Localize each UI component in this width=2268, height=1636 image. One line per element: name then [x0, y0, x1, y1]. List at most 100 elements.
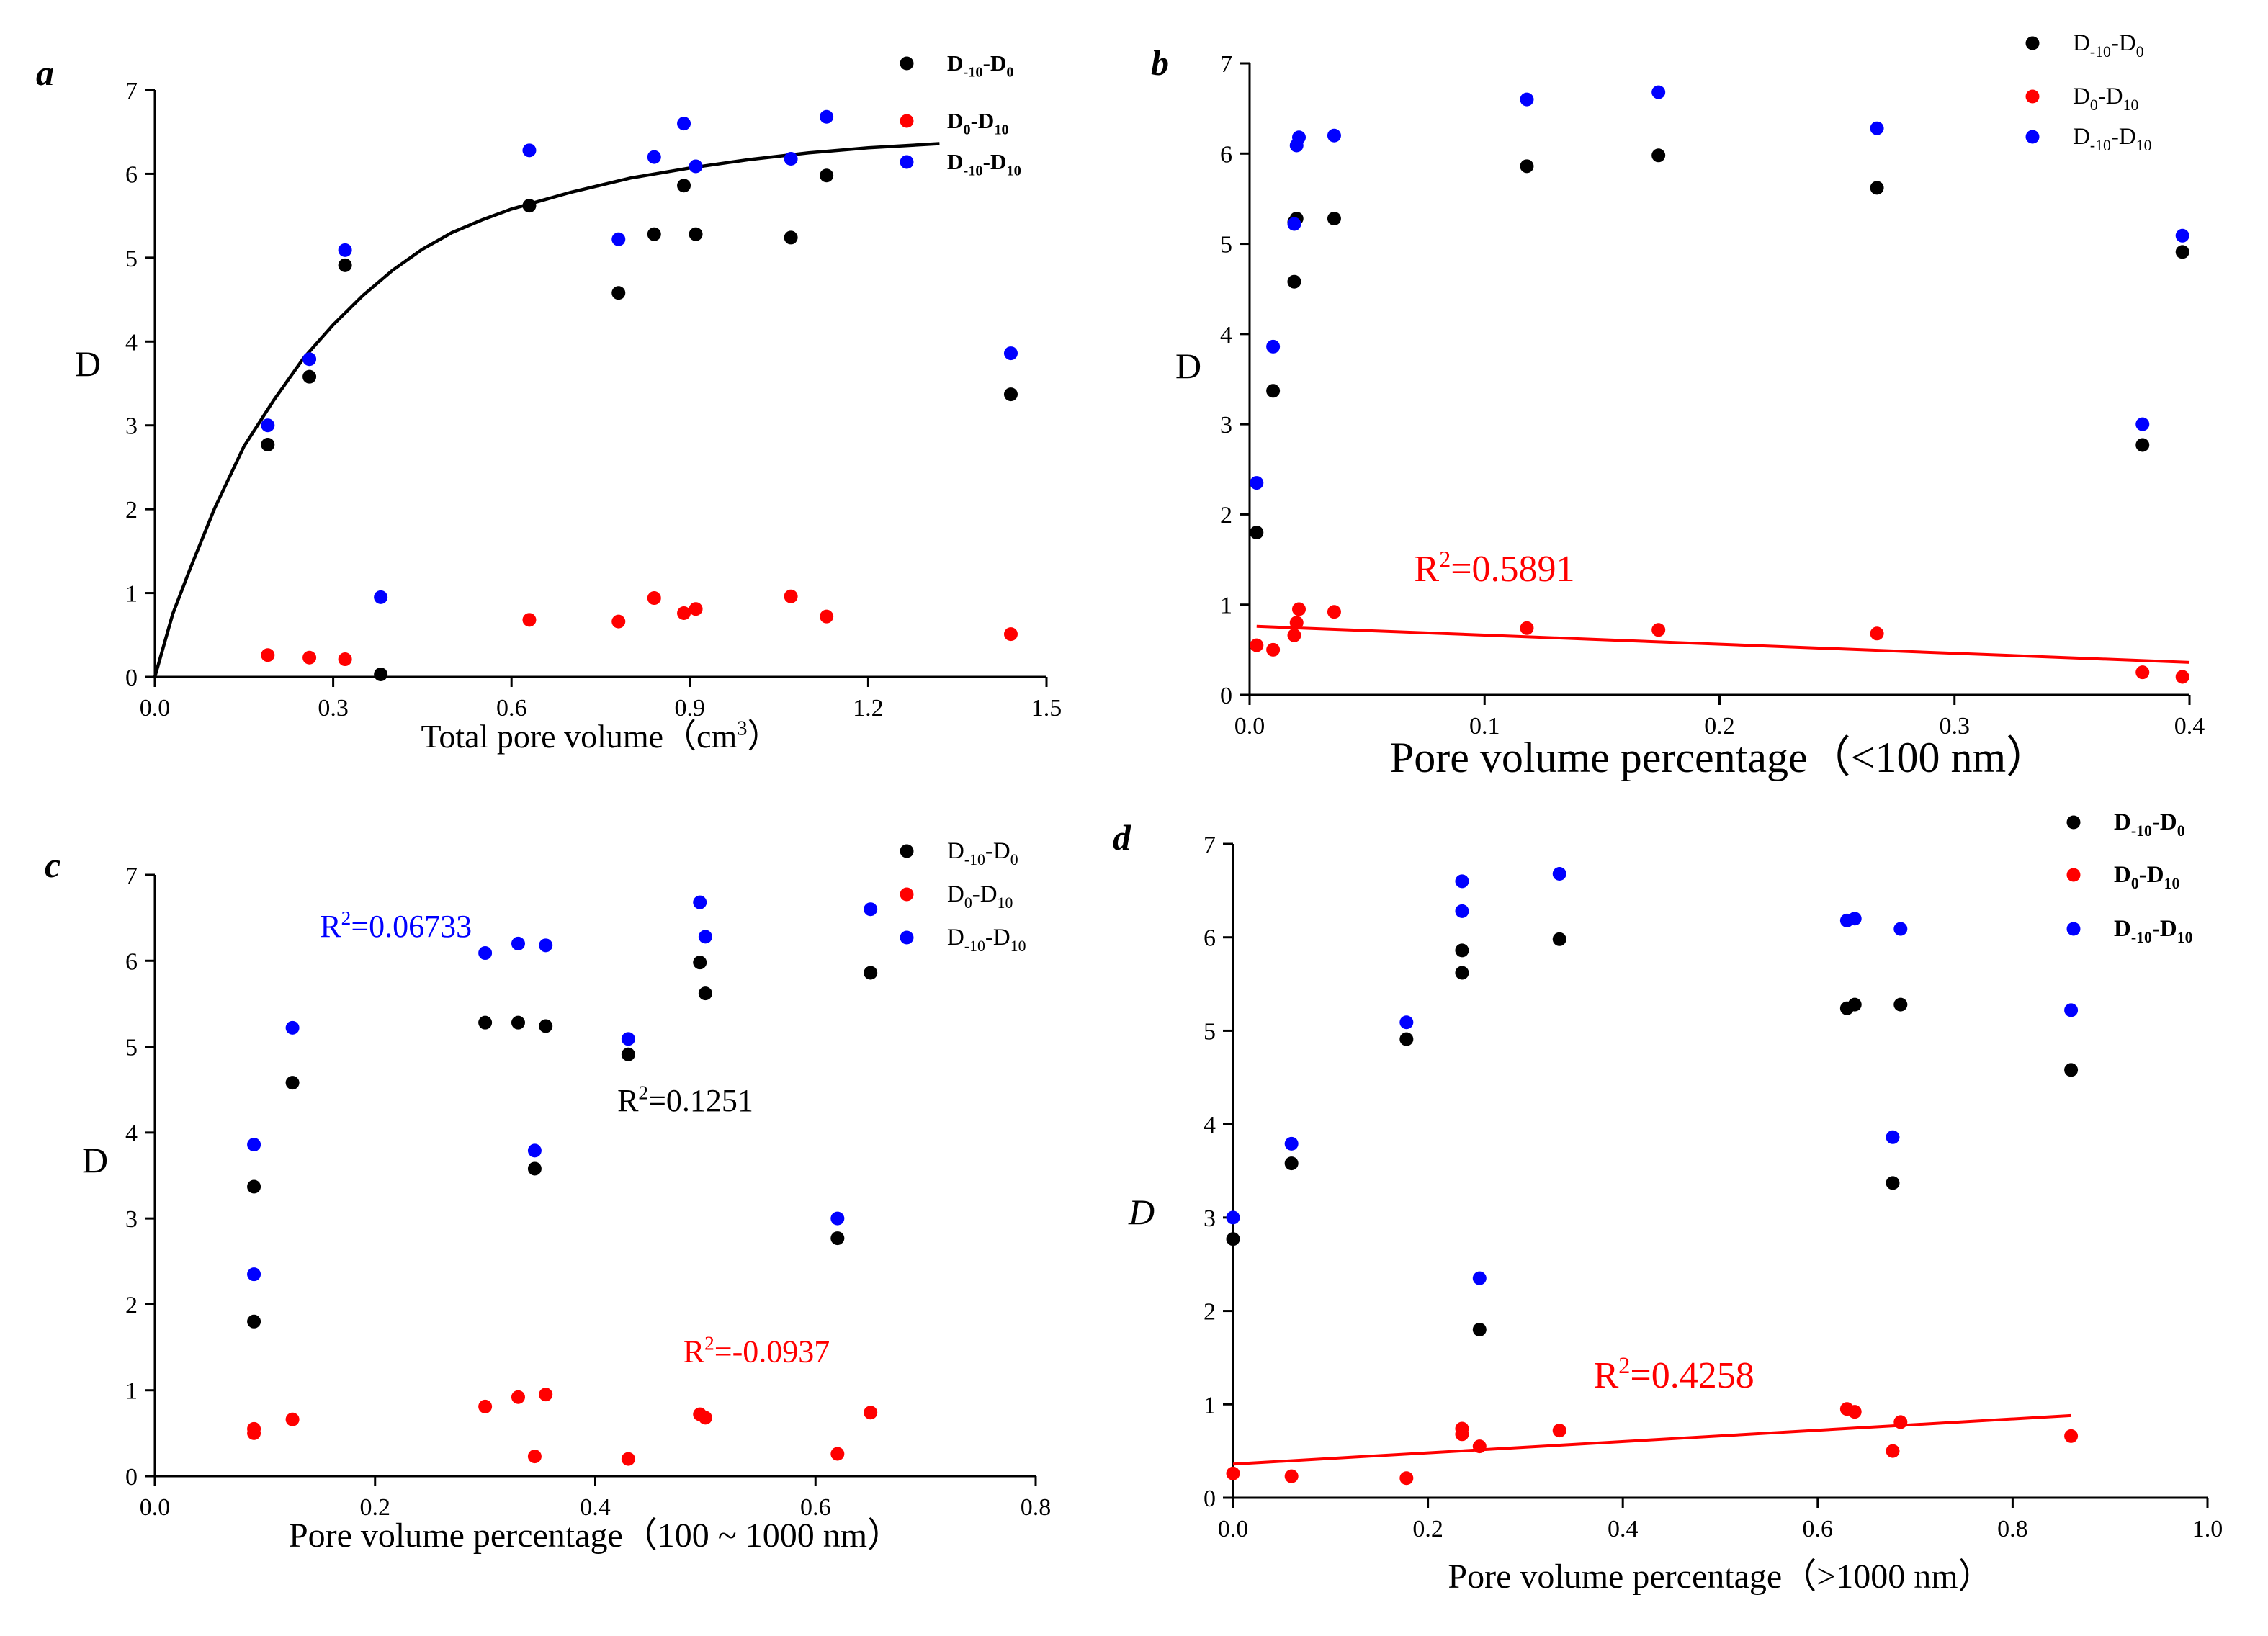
- data-point: [647, 591, 661, 606]
- data-point: [1226, 1232, 1240, 1246]
- data-point: [2135, 438, 2150, 452]
- legend-marker: [2066, 922, 2081, 936]
- data-point: [1552, 932, 1566, 946]
- x-tick-label: 0.6: [1803, 1516, 1834, 1542]
- data-point: [698, 930, 712, 944]
- legend-marker: [900, 114, 914, 128]
- data-point: [1886, 1444, 1900, 1458]
- r-squared-annotation: R2=0.1251: [617, 1082, 753, 1118]
- data-point: [1847, 997, 1862, 1012]
- data-point: [374, 590, 388, 604]
- x-axis-label: Total pore volume（cm3）: [421, 718, 780, 755]
- data-point: [302, 650, 317, 665]
- fit-line: [1256, 624, 2190, 664]
- r-squared-annotation: R2=-0.0937: [683, 1333, 830, 1370]
- data-point: [1455, 904, 1469, 918]
- data-point: [1399, 1471, 1414, 1486]
- panel-b: b 0.0 0.1 0.2 0.3 0.4 0 1 2 3 4 5 6 7 Pore volume perc…: [1151, 30, 2205, 781]
- data-point: [522, 613, 537, 627]
- r-squared-annotation: R2=0.06733: [320, 907, 472, 944]
- data-point: [1893, 997, 1908, 1012]
- data-point: [621, 1047, 635, 1061]
- data-point: [511, 936, 525, 950]
- data-point: [864, 902, 878, 917]
- data-point: [1284, 1469, 1299, 1483]
- data-point: [1327, 605, 1341, 619]
- data-point: [1472, 1271, 1487, 1285]
- x-tick-label: 0.4: [2174, 713, 2205, 740]
- data-point: [247, 1138, 261, 1152]
- data-point: [1886, 1130, 1900, 1144]
- y-tick-label: 3: [1220, 412, 1232, 439]
- legend-label: D-10-D0: [947, 50, 1014, 81]
- y-tick-label: 0: [1220, 683, 1232, 709]
- data-point: [2135, 417, 2150, 431]
- data-point: [478, 946, 493, 961]
- x-tick-label: 0.3: [1940, 713, 1971, 740]
- x-axis-label: Pore volume percentage（100 ~ 1000 nm）: [289, 1516, 902, 1555]
- x-tick-label: 0.0: [1218, 1516, 1249, 1542]
- data-point: [1287, 274, 1301, 289]
- data-point: [539, 1019, 553, 1033]
- data-point: [2175, 245, 2189, 259]
- y-tick-label: 3: [1204, 1205, 1216, 1232]
- y-tick-label: 5: [1220, 232, 1232, 259]
- data-point: [1472, 1323, 1487, 1337]
- y-tick-label: 3: [125, 1206, 138, 1233]
- data-point: [261, 648, 275, 662]
- data-point: [693, 895, 707, 909]
- data-point: [1003, 627, 1018, 642]
- data-point: [1266, 642, 1281, 657]
- y-tick-label: 7: [1220, 51, 1232, 78]
- data-point: [1520, 92, 1534, 107]
- data-point: [864, 1406, 878, 1420]
- data-point: [820, 609, 834, 624]
- legend-label: D0-D10: [947, 881, 1013, 912]
- data-point: [527, 1143, 542, 1158]
- y-tick-label: 1: [1204, 1392, 1216, 1419]
- data-point: [1651, 623, 1666, 637]
- x-tick-label: 0.3: [318, 695, 349, 722]
- legend-label: D-10-D10: [2114, 916, 2193, 946]
- data-point: [693, 956, 707, 970]
- legend-label: D0-D10: [2073, 84, 2138, 114]
- x-tick-label: 1.2: [853, 695, 884, 722]
- data-point: [621, 1032, 635, 1046]
- data-point: [511, 1390, 525, 1404]
- x-tick-label: 0.1: [1469, 713, 1500, 740]
- data-point: [1870, 121, 1884, 135]
- y-tick-label: 7: [125, 863, 138, 889]
- legend-label: D-10-D0: [947, 838, 1018, 868]
- y-tick-label: 2: [125, 1292, 138, 1318]
- data-point: [247, 1267, 261, 1282]
- y-tick-label: 7: [125, 78, 138, 104]
- legend-label: D0-D10: [2114, 862, 2179, 892]
- legend-marker: [900, 887, 914, 902]
- data-point: [1455, 943, 1469, 958]
- data-point: [522, 199, 537, 213]
- y-tick-label: 2: [1220, 502, 1232, 529]
- data-point: [1893, 922, 1908, 936]
- data-point: [784, 151, 798, 166]
- data-point: [1870, 626, 1884, 641]
- legend-marker: [2066, 815, 2081, 830]
- data-point: [522, 143, 537, 158]
- y-tick-label: 4: [125, 1120, 138, 1147]
- y-tick-label: 7: [1204, 832, 1216, 858]
- panel-label: b: [1151, 42, 1169, 83]
- data-point: [261, 437, 275, 451]
- data-point: [1003, 387, 1018, 402]
- data-point: [820, 109, 834, 124]
- data-point: [784, 230, 798, 245]
- y-tick-label: 0: [125, 1464, 138, 1491]
- x-tick-label: 0.2: [360, 1494, 391, 1521]
- data-point: [478, 1015, 493, 1030]
- data-point: [689, 227, 703, 241]
- data-point: [830, 1447, 845, 1461]
- x-tick-label: 0.8: [1997, 1516, 2028, 1542]
- y-tick-label: 0: [1204, 1486, 1216, 1512]
- data-point: [247, 1314, 261, 1329]
- data-point: [677, 179, 691, 193]
- y-axis-label: D: [75, 343, 101, 384]
- data-point: [1552, 867, 1566, 881]
